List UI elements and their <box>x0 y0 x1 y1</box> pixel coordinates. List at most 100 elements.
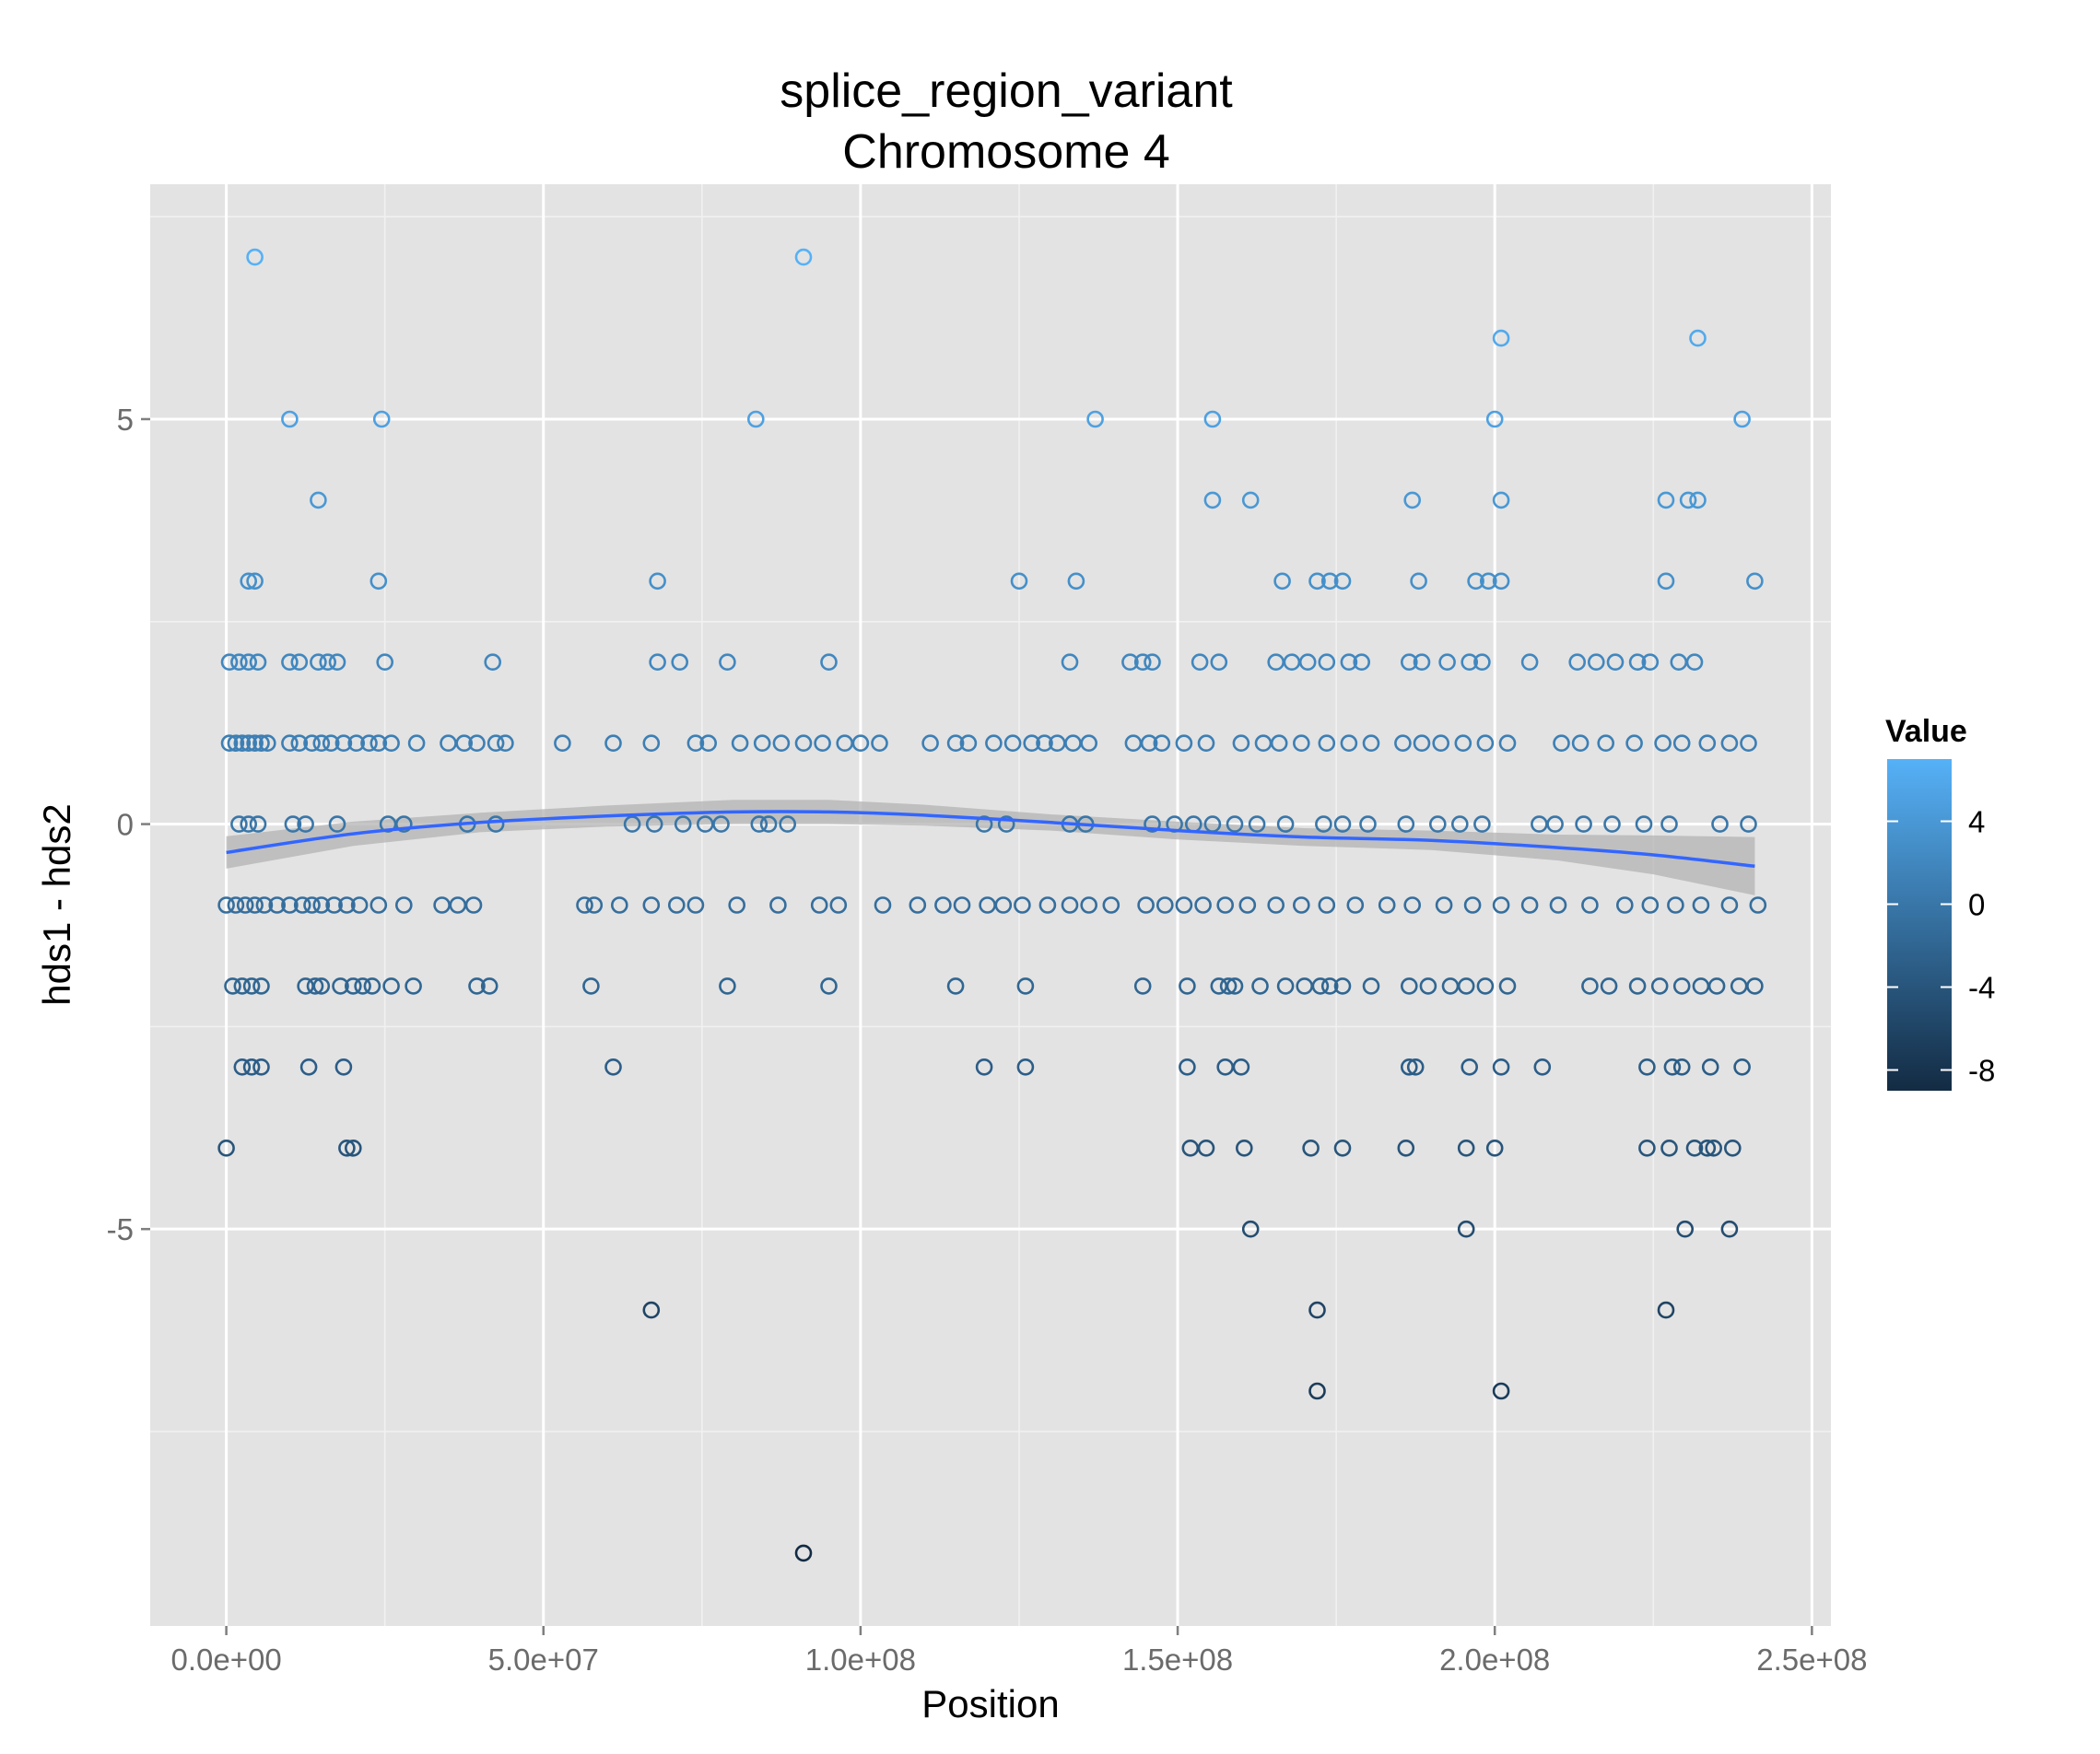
data-point <box>953 896 971 914</box>
data-point <box>1746 572 1764 591</box>
data-point <box>338 1140 356 1157</box>
data-point <box>1232 734 1250 753</box>
data-point <box>240 815 258 833</box>
data-point <box>487 815 505 833</box>
data-point <box>1698 734 1717 753</box>
data-point <box>360 734 378 753</box>
data-point <box>1016 977 1035 995</box>
data-point <box>236 896 254 914</box>
data-point <box>1362 734 1380 753</box>
data-point <box>293 896 311 914</box>
data-point <box>310 653 327 672</box>
data-point <box>1413 734 1431 753</box>
data-point <box>242 977 261 995</box>
data-point <box>246 734 264 753</box>
data-point <box>246 896 264 914</box>
data-point <box>255 896 274 914</box>
data-point <box>1641 896 1660 914</box>
data-point <box>252 977 270 995</box>
data-point <box>1685 1140 1704 1157</box>
data-point <box>1663 1058 1682 1076</box>
legend-ticks: 4 0 -4 -8 <box>1887 805 1995 1088</box>
data-point <box>1654 734 1672 753</box>
data-point <box>1406 1058 1425 1076</box>
data-point <box>1705 1140 1722 1157</box>
legend-tick-label: 0 <box>1968 888 1985 922</box>
data-point <box>1340 734 1358 753</box>
data-point <box>1733 410 1751 428</box>
data-point <box>350 896 369 914</box>
data-point <box>1086 410 1104 428</box>
data-point <box>921 734 939 753</box>
data-point <box>576 896 593 914</box>
data-point <box>794 1544 813 1562</box>
data-point <box>1625 734 1643 753</box>
data-point <box>1720 1220 1739 1238</box>
data-point <box>303 896 321 914</box>
data-point <box>1672 1058 1691 1076</box>
data-point <box>1397 815 1415 833</box>
data-point <box>284 815 302 833</box>
data-point <box>1144 815 1161 833</box>
data-point <box>1457 1140 1475 1157</box>
data-point <box>1410 572 1427 591</box>
data-point <box>468 977 486 995</box>
data-point <box>354 977 371 995</box>
data-point <box>1318 653 1336 672</box>
x-tick-label: 2.5e+08 <box>1756 1643 1867 1677</box>
data-point <box>258 734 276 753</box>
data-point <box>1144 653 1161 672</box>
data-point <box>814 734 831 753</box>
data-point <box>334 1058 353 1076</box>
data-point <box>1359 815 1377 833</box>
data-point <box>240 734 258 753</box>
data-point <box>394 896 413 914</box>
data-point <box>1318 734 1336 753</box>
data-point <box>794 734 813 753</box>
data-point <box>376 653 394 672</box>
data-point <box>1492 329 1510 347</box>
data-point <box>334 734 353 753</box>
data-point <box>1179 977 1196 995</box>
data-point <box>328 653 346 672</box>
data-point <box>1401 977 1418 995</box>
data-point <box>712 815 730 833</box>
data-point <box>242 1058 261 1076</box>
data-point <box>1333 572 1352 591</box>
data-point <box>779 815 797 833</box>
data-point <box>1194 896 1212 914</box>
data-point <box>1333 1140 1352 1157</box>
data-point <box>772 734 791 753</box>
data-point <box>1315 815 1332 833</box>
data-point <box>1179 1058 1196 1076</box>
data-point <box>1238 896 1257 914</box>
x-axis-label: Position <box>921 1682 1059 1725</box>
data-point <box>382 734 400 753</box>
color-legend: Value 4 0 -4 -8 <box>1885 714 1995 1091</box>
data-point <box>1740 815 1757 833</box>
data-point <box>487 734 505 753</box>
data-point <box>312 734 331 753</box>
data-point <box>1457 977 1475 995</box>
data-point <box>217 1140 235 1157</box>
data-point <box>1061 896 1079 914</box>
data-point <box>554 734 571 753</box>
data-point <box>686 896 705 914</box>
data-point <box>1308 1382 1326 1400</box>
data-point <box>1023 734 1040 753</box>
data-point <box>1175 734 1193 753</box>
data-point <box>1241 491 1260 509</box>
data-point <box>1581 977 1599 995</box>
data-point <box>1451 815 1469 833</box>
data-point <box>1603 815 1621 833</box>
data-point <box>347 734 366 753</box>
data-point <box>1014 896 1031 914</box>
data-point <box>829 896 848 914</box>
chart-title: splice_region_variant <box>780 64 1233 118</box>
x-tick-label: 2.0e+08 <box>1439 1643 1550 1677</box>
data-point <box>1061 653 1079 672</box>
data-point <box>1156 896 1174 914</box>
data-point <box>1197 1140 1215 1157</box>
data-point <box>699 734 718 753</box>
